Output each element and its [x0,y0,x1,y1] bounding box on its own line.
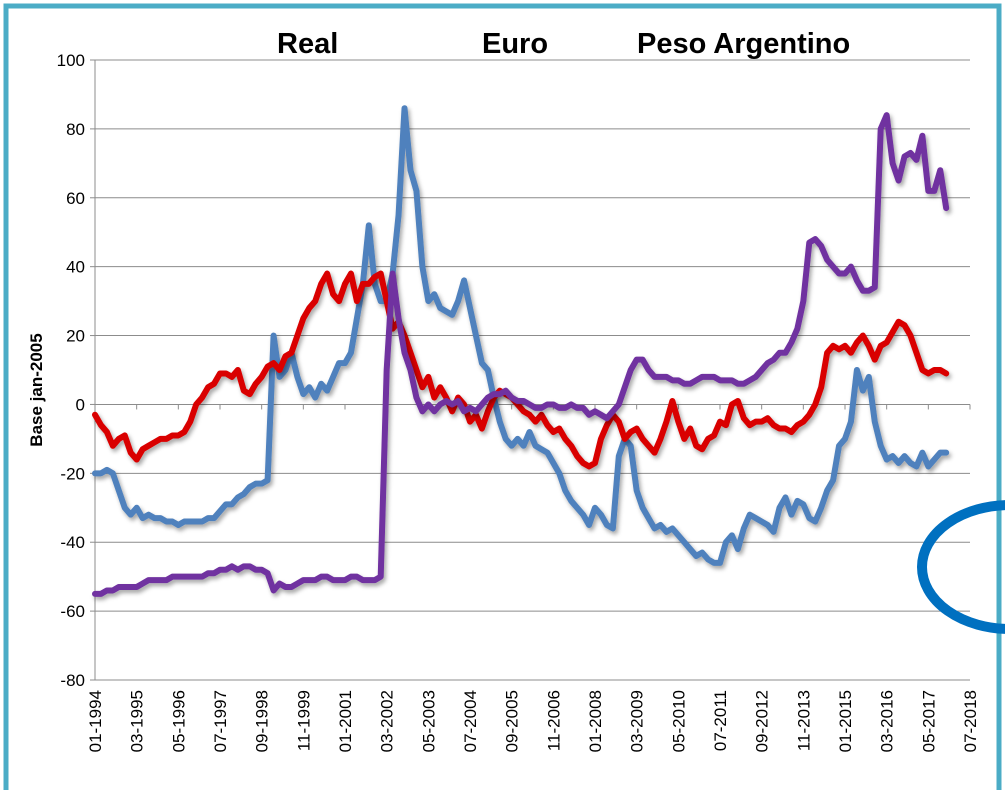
frame [3,3,1002,790]
x-tick-label: 09-2005 [503,690,522,752]
x-tick-label: 03-2016 [878,690,897,752]
x-tick-label: 11-2006 [544,690,563,751]
y-tick-label: -40 [60,533,85,552]
x-tick-label: 05-1996 [169,690,188,752]
legend-item: Euro [416,28,548,60]
series-line [92,270,950,470]
y-axis-label: Base jan-2005 [27,333,46,446]
x-tick-label: 03-2002 [378,690,397,752]
x-tick-label: 03-1995 [128,690,147,752]
x-tick-label: 09-1998 [253,690,272,752]
x-tick-label: 07-2004 [461,690,480,752]
y-tick-label: 20 [66,327,85,346]
legend-item: Real [211,28,338,60]
y-tick-label: -80 [60,671,85,690]
legend-label: Euro [482,28,548,60]
x-tick-label: 05-2003 [419,690,438,752]
y-tick-label: 60 [66,189,85,208]
series-line [92,112,950,597]
legend-label: Real [277,28,338,60]
x-tick-label: 07-1997 [211,690,230,752]
y-tick-label: 80 [66,120,85,139]
y-tick-label: -60 [60,602,85,621]
x-tick-label: 09-2012 [753,690,772,752]
x-tick-label: 01-2008 [586,690,605,752]
y-tick-label: -20 [60,464,85,483]
legend: Real Euro Peso Argentino [211,28,850,60]
y-tick-label: 0 [76,395,85,414]
x-tick-label: 07-2018 [961,690,980,752]
x-tick-label: 01-2001 [336,690,355,752]
series-line [92,105,950,566]
y-tick-label: 40 [66,258,85,277]
x-tick-label: 11-2013 [794,690,813,751]
x-tick-label: 05-2017 [919,690,938,752]
legend-label: Peso Argentino [637,28,850,60]
x-tick-label: 07-2011 [711,690,730,751]
y-tick-label: 100 [57,51,85,70]
x-tick-label: 01-1994 [86,690,105,752]
x-tick-label: 01-2015 [836,690,855,752]
x-tick-label: 11-1999 [294,690,313,751]
x-tick-label: 03-2009 [628,690,647,752]
annotation-ellipse [917,500,1005,634]
x-tick-label: 05-2010 [669,690,688,752]
legend-item: Peso Argentino [571,28,850,60]
